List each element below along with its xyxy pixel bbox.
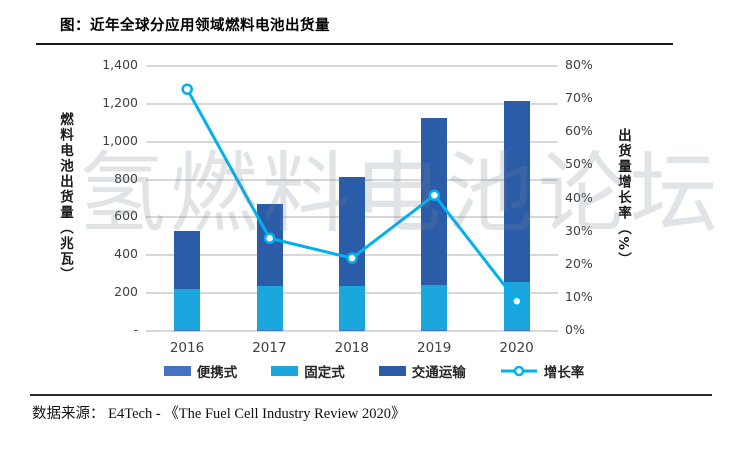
legend-swatch-icon bbox=[378, 366, 406, 376]
left-axis-tick: 600 bbox=[114, 208, 138, 224]
x-axis-label-2017: 2017 bbox=[252, 340, 287, 356]
left-axis-tick: 800 bbox=[114, 170, 138, 186]
legend-item-交通运输: 交通运输 bbox=[378, 361, 466, 381]
left-axis-title: 燃料电池出货量（兆瓦） bbox=[57, 112, 73, 283]
source-divider bbox=[30, 394, 712, 396]
growth-line-layer bbox=[181, 83, 523, 307]
bar-segment-便携式-2018 bbox=[339, 330, 365, 331]
bar-segment-交通运输-2017 bbox=[256, 204, 283, 286]
right-axis-tick: 40% bbox=[565, 189, 593, 205]
legend-swatch-icon bbox=[163, 366, 191, 376]
bar-segment-固定式-2019 bbox=[421, 284, 448, 331]
right-axis-tick: 70% bbox=[565, 90, 593, 106]
x-axis-label-2020: 2020 bbox=[499, 340, 534, 356]
bar-segment-便携式-2016 bbox=[174, 330, 201, 331]
x-axis-label-2019: 2019 bbox=[417, 340, 452, 356]
left-axis-tick: - bbox=[133, 322, 138, 337]
growth-line-marker bbox=[181, 83, 193, 95]
legend-swatch-icon bbox=[271, 366, 299, 376]
gridline bbox=[146, 330, 558, 332]
legend-label: 固定式 bbox=[304, 365, 345, 381]
right-axis-tick: 60% bbox=[565, 123, 593, 139]
bar-segment-便携式-2020 bbox=[503, 330, 530, 331]
growth-line-marker bbox=[346, 252, 358, 264]
gridline bbox=[146, 140, 558, 143]
gridline bbox=[146, 102, 558, 105]
growth-line-marker bbox=[263, 232, 276, 244]
legend-label: 交通运输 bbox=[411, 365, 466, 381]
page-title: 图：近年全球分应用领域燃料电池出货量 bbox=[60, 18, 330, 34]
bar-segment-固定式-2018 bbox=[339, 285, 365, 331]
x-axis-label-2018: 2018 bbox=[334, 340, 369, 356]
legend-label: 便携式 bbox=[196, 365, 238, 381]
left-axis-tick: 1,400 bbox=[102, 57, 138, 72]
legend-item-便携式: 便携式 bbox=[163, 361, 238, 381]
growth-line-marker bbox=[428, 189, 441, 201]
growth-line bbox=[185, 88, 518, 303]
right-axis-tick: 10% bbox=[565, 288, 593, 304]
left-axis-tick: 1,000 bbox=[102, 132, 138, 148]
bar-segment-固定式-2016 bbox=[174, 288, 201, 331]
legend-item-固定式: 固定式 bbox=[271, 361, 345, 381]
chart-legend: 便携式 固定式 交通运输 增长率 bbox=[0, 361, 748, 381]
legend-label: 增长率 bbox=[543, 365, 585, 381]
bar-segment-交通运输-2020 bbox=[503, 101, 530, 282]
bar-segment-交通运输-2016 bbox=[174, 230, 201, 289]
growth-line-marker bbox=[511, 295, 523, 307]
left-axis-tick: 200 bbox=[114, 284, 138, 300]
right-axis-tick: 80% bbox=[565, 57, 593, 72]
data-source: 数据来源： E4Tech - 《The Fuel Cell Industry R… bbox=[32, 406, 406, 422]
right-axis-title: 出货量增长率（%） bbox=[615, 128, 631, 268]
left-axis-tick: 1,200 bbox=[102, 94, 138, 110]
right-axis-tick: 20% bbox=[565, 255, 593, 271]
bar-segment-便携式-2017 bbox=[256, 330, 283, 331]
bar-segment-便携式-2019 bbox=[421, 330, 448, 331]
bar-segment-交通运输-2018 bbox=[339, 176, 365, 286]
bar-segment-固定式-2017 bbox=[256, 285, 283, 331]
title-divider bbox=[36, 43, 673, 45]
right-axis-tick: 50% bbox=[565, 156, 593, 172]
legend-line-marker-icon bbox=[500, 365, 537, 377]
plot-area bbox=[146, 65, 558, 332]
gridline bbox=[146, 65, 558, 67]
left-axis-tick: 400 bbox=[114, 246, 138, 262]
right-axis-tick: 0% bbox=[565, 322, 585, 337]
right-axis-tick: 30% bbox=[565, 222, 593, 238]
x-axis-label-2016: 2016 bbox=[169, 340, 205, 356]
legend-item-增长率: 增长率 bbox=[500, 361, 585, 381]
